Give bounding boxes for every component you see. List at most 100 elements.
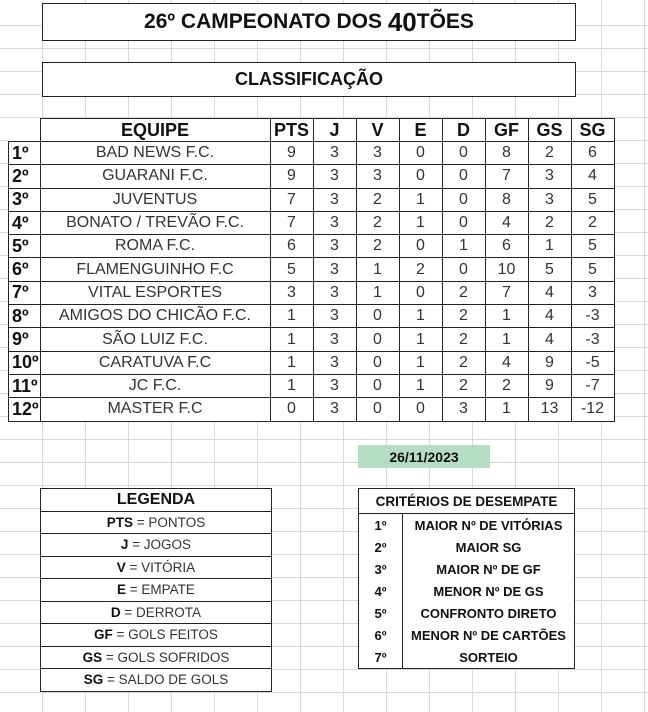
stat-cell-pts: 1 bbox=[269, 373, 314, 399]
stat-cell-gf: 4 bbox=[484, 350, 529, 375]
legend-meaning: = DERROTA bbox=[120, 604, 202, 620]
table-row: 11º JC F.C. 1 3 0 1 2 2 9 -7 bbox=[8, 373, 615, 399]
stat-cell-e: 0 bbox=[398, 140, 443, 166]
title-suffix: TÕES bbox=[416, 10, 474, 33]
criteria-title: CRITÉRIOS DE DESEMPATE bbox=[358, 488, 575, 514]
table-row: 3º JUVENTUS 7 3 2 1 0 8 3 5 bbox=[8, 187, 615, 212]
stat-cell-sg: 4 bbox=[570, 164, 615, 189]
table-row: 1º BAD NEWS F.C. 9 3 3 0 0 8 2 6 bbox=[8, 140, 615, 166]
stat-cell-gf: 7 bbox=[484, 164, 529, 189]
stat-cell-v: 3 bbox=[355, 140, 400, 166]
stat-cell-v: 2 bbox=[355, 234, 400, 259]
stat-cell-j: 3 bbox=[312, 397, 357, 422]
position-cell: 10º bbox=[8, 350, 41, 375]
stat-cell-v: 1 bbox=[355, 280, 400, 306]
stat-cell-gs: 2 bbox=[527, 210, 572, 236]
stat-cell-e: 1 bbox=[398, 327, 443, 352]
stat-cell-e: 1 bbox=[398, 350, 443, 375]
legend-abbr: GS bbox=[82, 649, 103, 665]
stat-cell-v: 2 bbox=[355, 187, 400, 212]
legend-table: LEGENDA PTS = PONTOS J = JOGOS V = VITÓRIA… bbox=[40, 488, 272, 692]
stat-cell-gf: 8 bbox=[484, 187, 529, 212]
stat-cell-v: 2 bbox=[355, 210, 400, 236]
stat-cell-d: 3 bbox=[441, 397, 486, 422]
legend-entry: E = EMPATE bbox=[40, 578, 272, 602]
stat-cell-d: 2 bbox=[441, 350, 486, 375]
stat-cell-d: 2 bbox=[441, 373, 486, 399]
criteria-rank: 3º bbox=[358, 558, 403, 580]
legend-abbr: D bbox=[110, 604, 121, 620]
stat-cell-v: 0 bbox=[355, 327, 400, 352]
stat-cell-pts: 9 bbox=[269, 164, 314, 189]
table-row: 10º CARATUVA F.C 1 3 0 1 2 4 9 -5 bbox=[8, 350, 615, 375]
team-name-cell: BONATO / TREVÃO F.C. bbox=[39, 210, 271, 236]
stat-cell-gs: 5 bbox=[527, 257, 572, 282]
stat-cell-pts: 1 bbox=[269, 304, 314, 329]
stat-cell-e: 2 bbox=[398, 257, 443, 282]
legend-abbr: SG bbox=[83, 672, 104, 688]
criteria-rank: 1º bbox=[358, 513, 403, 536]
stat-cell-gf: 8 bbox=[484, 140, 529, 166]
position-cell: 9º bbox=[8, 327, 41, 352]
stat-cell-d: 0 bbox=[441, 257, 486, 282]
column-header-d: D bbox=[441, 118, 486, 142]
criteria-text: MENOR Nº DE GS bbox=[402, 580, 575, 602]
legend-meaning: = VITÓRIA bbox=[125, 559, 196, 575]
column-header-e: E bbox=[398, 118, 443, 142]
legend-abbr: J bbox=[120, 537, 129, 553]
team-name-cell: BAD NEWS F.C. bbox=[39, 140, 271, 166]
legend-meaning: = JOGOS bbox=[128, 537, 192, 553]
standings-header-row: EQUIPE PTS J V E D GF GS SG bbox=[9, 118, 615, 142]
table-row: 6º FLAMENGUINHO F.C 5 3 1 2 0 10 5 5 bbox=[8, 257, 615, 282]
legend-abbr: GF bbox=[94, 627, 113, 643]
stat-cell-v: 0 bbox=[355, 304, 400, 329]
stat-cell-j: 3 bbox=[312, 234, 357, 259]
stat-cell-gs: 9 bbox=[527, 373, 572, 399]
stat-cell-pts: 5 bbox=[269, 257, 314, 282]
team-name-cell: FLAMENGUINHO F.C bbox=[39, 257, 271, 282]
standings-table: EQUIPE PTS J V E D GF GS SG 1º BAD NEWS F.C. 9 3 3 0 0… bbox=[8, 118, 615, 422]
stat-cell-v: 1 bbox=[355, 257, 400, 282]
column-header-equipe: EQUIPE bbox=[39, 118, 271, 142]
position-cell: 2º bbox=[8, 164, 41, 189]
legend-item: V = VITÓRIA bbox=[40, 555, 272, 579]
stat-cell-e: 0 bbox=[398, 280, 443, 306]
position-cell: 7º bbox=[8, 280, 41, 306]
position-cell: 5º bbox=[8, 234, 41, 259]
criteria-item: 6º MENOR Nº DE CARTÕES bbox=[358, 624, 575, 646]
legend-item: J = JOGOS bbox=[40, 533, 272, 557]
stat-cell-sg: 5 bbox=[570, 257, 615, 282]
criteria-rank: 6º bbox=[358, 624, 403, 646]
stat-cell-d: 0 bbox=[441, 187, 486, 212]
legend-entry: V = VITÓRIA bbox=[40, 555, 272, 579]
criteria-item: 3º MAIOR Nº DE GF bbox=[358, 558, 575, 580]
stat-cell-v: 0 bbox=[355, 397, 400, 422]
legend-abbr: PTS bbox=[106, 514, 134, 530]
legend-entry: SG = SALDO DE GOLS bbox=[40, 668, 272, 692]
column-header-gf: GF bbox=[484, 118, 529, 142]
legend-entry: D = DERROTA bbox=[40, 600, 272, 624]
stat-cell-gf: 2 bbox=[484, 373, 529, 399]
criteria-text: SORTEIO bbox=[402, 646, 575, 669]
stat-cell-gs: 2 bbox=[527, 140, 572, 166]
team-name-cell: MASTER F.C bbox=[39, 397, 271, 422]
legend-abbr: V bbox=[116, 559, 126, 575]
stat-cell-sg: 6 bbox=[570, 140, 615, 166]
criteria-text: MAIOR Nº DE GF bbox=[402, 558, 575, 580]
legend-entry: J = JOGOS bbox=[40, 533, 272, 557]
legend-meaning: = EMPATE bbox=[126, 582, 195, 598]
stat-cell-sg: 2 bbox=[570, 210, 615, 236]
team-name-cell: VITAL ESPORTES bbox=[39, 280, 271, 306]
stat-cell-gs: 9 bbox=[527, 350, 572, 375]
stat-cell-d: 2 bbox=[441, 327, 486, 352]
classification-heading: CLASSIFICAÇÃO bbox=[42, 62, 576, 97]
stat-cell-sg: -5 bbox=[570, 350, 615, 375]
stat-cell-gs: 13 bbox=[527, 397, 572, 422]
stat-cell-j: 3 bbox=[312, 280, 357, 306]
team-name-cell: AMIGOS DO CHICÃO F.C. bbox=[39, 304, 271, 329]
table-row: 7º VITAL ESPORTES 3 3 1 0 2 7 4 3 bbox=[8, 280, 615, 306]
column-header-sg: SG bbox=[570, 118, 615, 142]
legend-item: SG = SALDO DE GOLS bbox=[40, 668, 272, 692]
stat-cell-d: 0 bbox=[441, 164, 486, 189]
stat-cell-sg: 5 bbox=[570, 234, 615, 259]
